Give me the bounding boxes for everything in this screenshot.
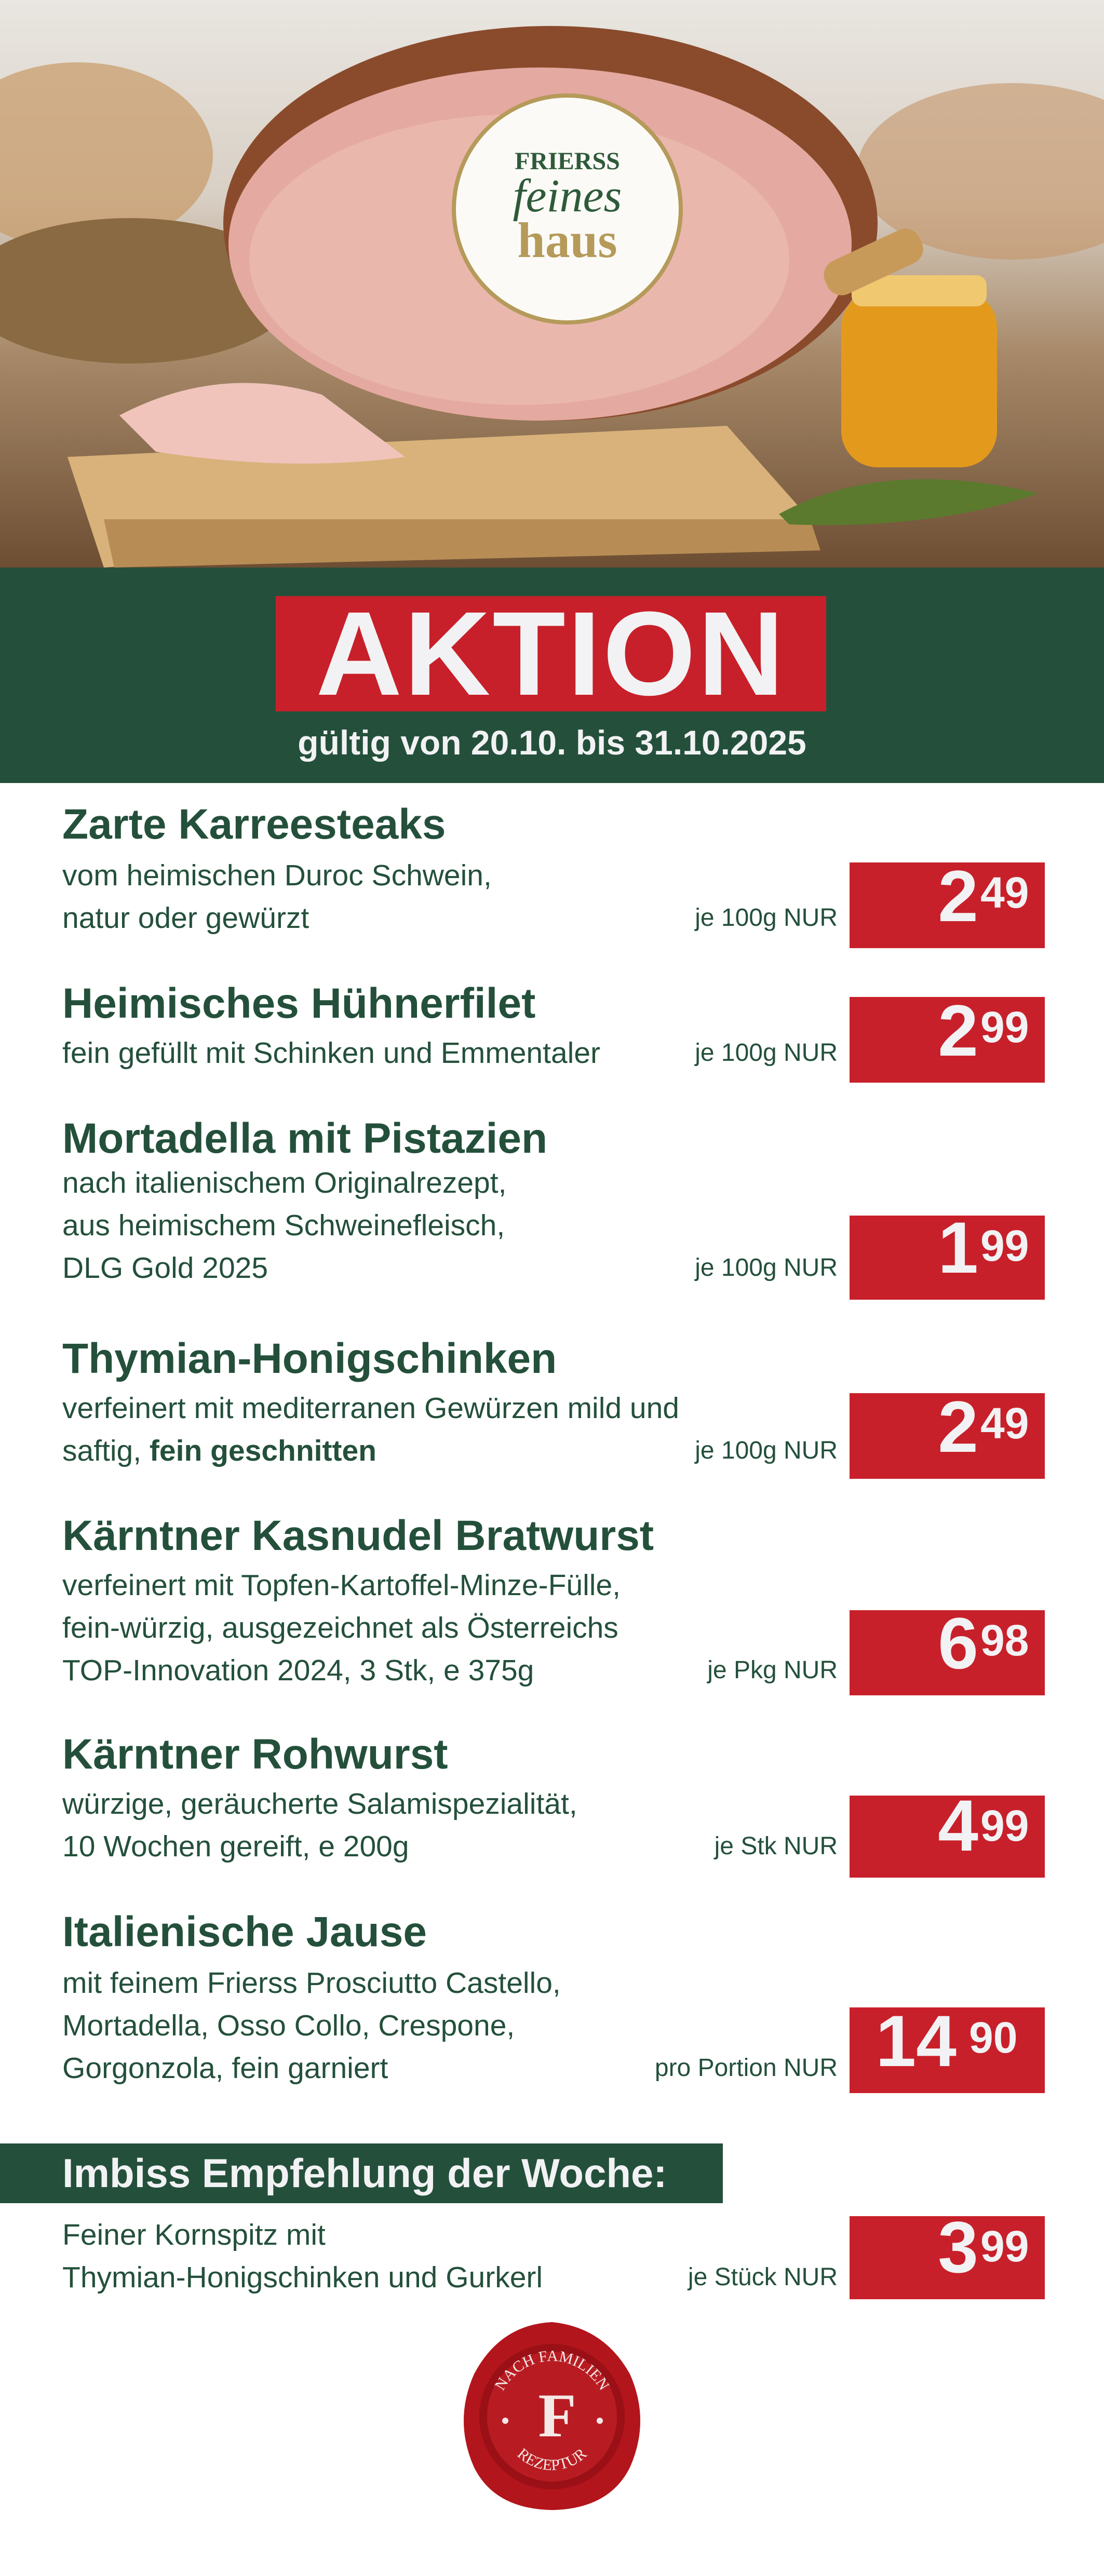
brand-logo-text: FRIERSS: [515, 147, 620, 175]
brand-logo-text: haus: [517, 212, 617, 268]
price-cents: 49: [980, 868, 1029, 917]
description-text: verfeinert mit Topfen-Kartoffel-Minze-Fü…: [62, 1569, 621, 1602]
price-unit-label: je 100g NUR: [695, 1254, 838, 1282]
description-text: fein gefüllt mit Schinken und Emmentaler: [62, 1036, 601, 1070]
price-unit-label: pro Portion NUR: [654, 2054, 838, 2082]
description-text: Gorgonzola, fein garniert: [62, 2052, 388, 2085]
description-text: nach italienischem Originalrezept,: [62, 1166, 507, 1199]
price-euros: 14: [876, 2000, 957, 2082]
seal-letter: F: [538, 2381, 576, 2450]
product-description-line: Feiner Kornspitz mit: [62, 2213, 326, 2257]
price-tag: 2 99: [850, 990, 1045, 1083]
price-unit-label: je Stk NUR: [714, 1832, 838, 1860]
product-title: Italienische Jause: [62, 1908, 427, 1955]
product-title: Kärntner Kasnudel Bratwurst: [62, 1512, 654, 1559]
brand-logo: FRIERSS feines haus: [452, 93, 683, 325]
price-tag: 14 90: [850, 2000, 1045, 2093]
price-cents: 99: [980, 1221, 1029, 1270]
product-description-line: DLG Gold 2025: [62, 1246, 268, 1290]
snack-heading-banner: Imbiss Empfehlung der Woche:: [0, 2143, 723, 2203]
aktion-badge: AKTION: [276, 587, 826, 720]
product-description-line: mit feinem Frierss Prosciutto Castello,: [62, 1961, 561, 2005]
snack-heading: Imbiss Empfehlung der Woche:: [62, 2150, 667, 2196]
price-cents: 99: [980, 1801, 1029, 1850]
product-description-line: nach italienischem Originalrezept,: [62, 1161, 506, 1205]
product-description-line: 10 Wochen gereift, e 200g: [62, 1825, 409, 1868]
price-cents: 49: [980, 1399, 1029, 1448]
description-text: Thymian-Honigschinken und Gurkerl: [62, 2261, 543, 2294]
price-unit-label: je 100g NUR: [695, 904, 838, 932]
product-description-line: fein-würzig, ausgezeichnet als Österreic…: [62, 1606, 618, 1650]
price-tag: 1 99: [850, 1211, 1045, 1300]
product-description-line: verfeinert mit mediterranen Gewürzen mil…: [62, 1386, 679, 1430]
product-title: Zarte Karreesteaks: [62, 801, 446, 848]
validity-period: gültig von 20.10. bis 31.10.2025: [298, 723, 806, 762]
price-euros: 3: [938, 2206, 978, 2288]
description-text: saftig,: [62, 1434, 150, 1467]
price-tag: 3 99: [850, 2211, 1045, 2299]
product-description-line: saftig, fein geschnitten: [62, 1429, 376, 1473]
price-euros: 4: [938, 1785, 978, 1866]
product-description-line: würzige, geräucherte Salamispezialität,: [62, 1782, 577, 1826]
price-cents: 90: [969, 2013, 1018, 2062]
price-unit-label: je Stück NUR: [688, 2263, 838, 2291]
description-text: aus heimischem Schweinefleisch,: [62, 1209, 505, 1242]
price-cents: 98: [980, 1616, 1029, 1665]
description-emphasis: fein geschnitten: [149, 1434, 376, 1467]
product-title: Thymian-Honigschinken: [62, 1335, 557, 1382]
hero-image: FRIERSS feines haus: [0, 0, 1104, 568]
product-description-line: verfeinert mit Topfen-Kartoffel-Minze-Fü…: [62, 1563, 621, 1607]
brand-logo-text: feines: [513, 170, 622, 222]
description-text: DLG Gold 2025: [62, 1251, 268, 1285]
description-text: würzige, geräucherte Salamispezialität,: [62, 1787, 577, 1820]
price-tag: 2 49: [850, 855, 1045, 948]
price-tag: 6 98: [850, 1602, 1045, 1695]
description-text: Mortadella, Osso Collo, Crespone,: [62, 2009, 515, 2042]
price-unit-label: je 100g NUR: [695, 1039, 838, 1067]
description-text: fein-würzig, ausgezeichnet als Österreic…: [62, 1611, 618, 1644]
description-text: 10 Wochen gereift, e 200g: [62, 1830, 409, 1863]
price-euros: 2: [938, 990, 978, 1071]
product-description-line: natur oder gewürzt: [62, 896, 309, 940]
product-description-line: Gorgonzola, fein garniert: [62, 2046, 388, 2090]
price-euros: 1: [938, 1207, 978, 1288]
price-cents: 99: [980, 2222, 1029, 2271]
family-recipe-seal: NACH FAMILIEN REZEPTUR F: [464, 2322, 640, 2510]
product-description-line: TOP-Innovation 2024, 3 Stk, e 375g: [62, 1649, 534, 1692]
price-unit-label: je Pkg NUR: [707, 1656, 838, 1684]
product-title: Mortadella mit Pistazien: [62, 1115, 548, 1162]
price-euros: 2: [938, 855, 978, 937]
description-text: vom heimischen Duroc Schwein,: [62, 859, 492, 892]
price-euros: 2: [938, 1386, 978, 1467]
price-tag: 2 49: [850, 1386, 1045, 1479]
product-description-line: Mortadella, Osso Collo, Crespone,: [62, 2004, 515, 2047]
product-title: Heimisches Hühnerfilet: [62, 980, 536, 1027]
product-description-line: fein gefüllt mit Schinken und Emmentaler: [62, 1031, 600, 1075]
product-description-line: vom heimischen Duroc Schwein,: [62, 854, 492, 897]
product-description-line: aus heimischem Schweinefleisch,: [62, 1204, 505, 1247]
description-text: Feiner Kornspitz mit: [62, 2218, 326, 2251]
description-text: natur oder gewürzt: [62, 901, 309, 935]
product-title: Kärntner Rohwurst: [62, 1731, 448, 1778]
price-euros: 6: [938, 1602, 978, 1684]
description-text: mit feinem Frierss Prosciutto Castello,: [62, 1966, 561, 2000]
product-description-line: Thymian-Honigschinken und Gurkerl: [62, 2256, 543, 2299]
price-cents: 99: [980, 1003, 1029, 1051]
description-text: verfeinert mit mediterranen Gewürzen mil…: [62, 1392, 680, 1425]
aktion-title: AKTION: [316, 587, 786, 720]
price-tag: 4 99: [850, 1789, 1045, 1878]
description-text: TOP-Innovation 2024, 3 Stk, e 375g: [62, 1654, 534, 1687]
price-unit-label: je 100g NUR: [695, 1437, 838, 1464]
